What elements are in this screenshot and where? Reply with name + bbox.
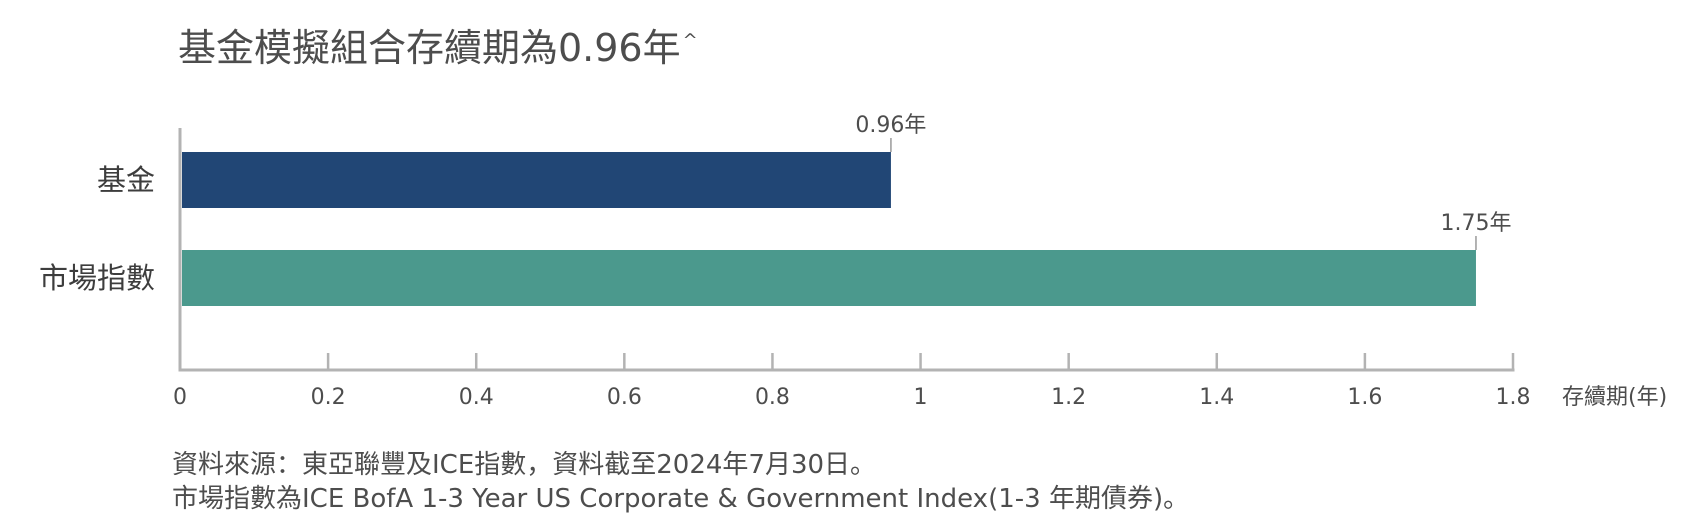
x-tick-label: 0.6	[607, 385, 642, 410]
chart-title-text: 基金模擬組合存續期為0.96年	[178, 26, 681, 70]
chart-title-marker: ^	[682, 30, 698, 51]
x-tick-label: 0.4	[459, 385, 494, 410]
index-note: 市場指數為ICE BofA 1-3 Year US Corporate & Go…	[172, 484, 1190, 514]
category-label: 市場指數	[39, 261, 155, 295]
bar-chart: 0 0.2 0.4 0.6 0.8 1 1.2 1.4 1.6 1.8 存續期(年) 基金 0.96年市…	[39, 113, 1667, 410]
source-note: 資料來源：東亞聯豐及ICE指數，資料截至2024年7月30日。	[172, 450, 877, 480]
data-label: 0.96年	[855, 113, 926, 138]
x-axis-label: 存續期(年)	[1562, 385, 1667, 410]
x-tick-label: 1.8	[1496, 385, 1531, 410]
x-tick-label: 0	[173, 385, 187, 410]
x-tick-label: 0.8	[755, 385, 790, 410]
x-tick-label: 1.4	[1199, 385, 1234, 410]
bar-index	[182, 250, 1476, 306]
x-tick-label: 0.2	[311, 385, 346, 410]
category-label: 基金	[97, 163, 155, 197]
x-tick-label: 1	[914, 385, 928, 410]
data-label: 1.75年	[1440, 211, 1511, 236]
x-tick-label: 1.2	[1051, 385, 1086, 410]
x-tick-label: 1.6	[1347, 385, 1382, 410]
bar-fund	[182, 152, 891, 208]
footnotes: 資料來源：東亞聯豐及ICE指數，資料截至2024年7月30日。 市場指數為ICE…	[172, 448, 1189, 516]
chart-title: 基金模擬組合存續期為0.96年 ^	[178, 26, 698, 72]
